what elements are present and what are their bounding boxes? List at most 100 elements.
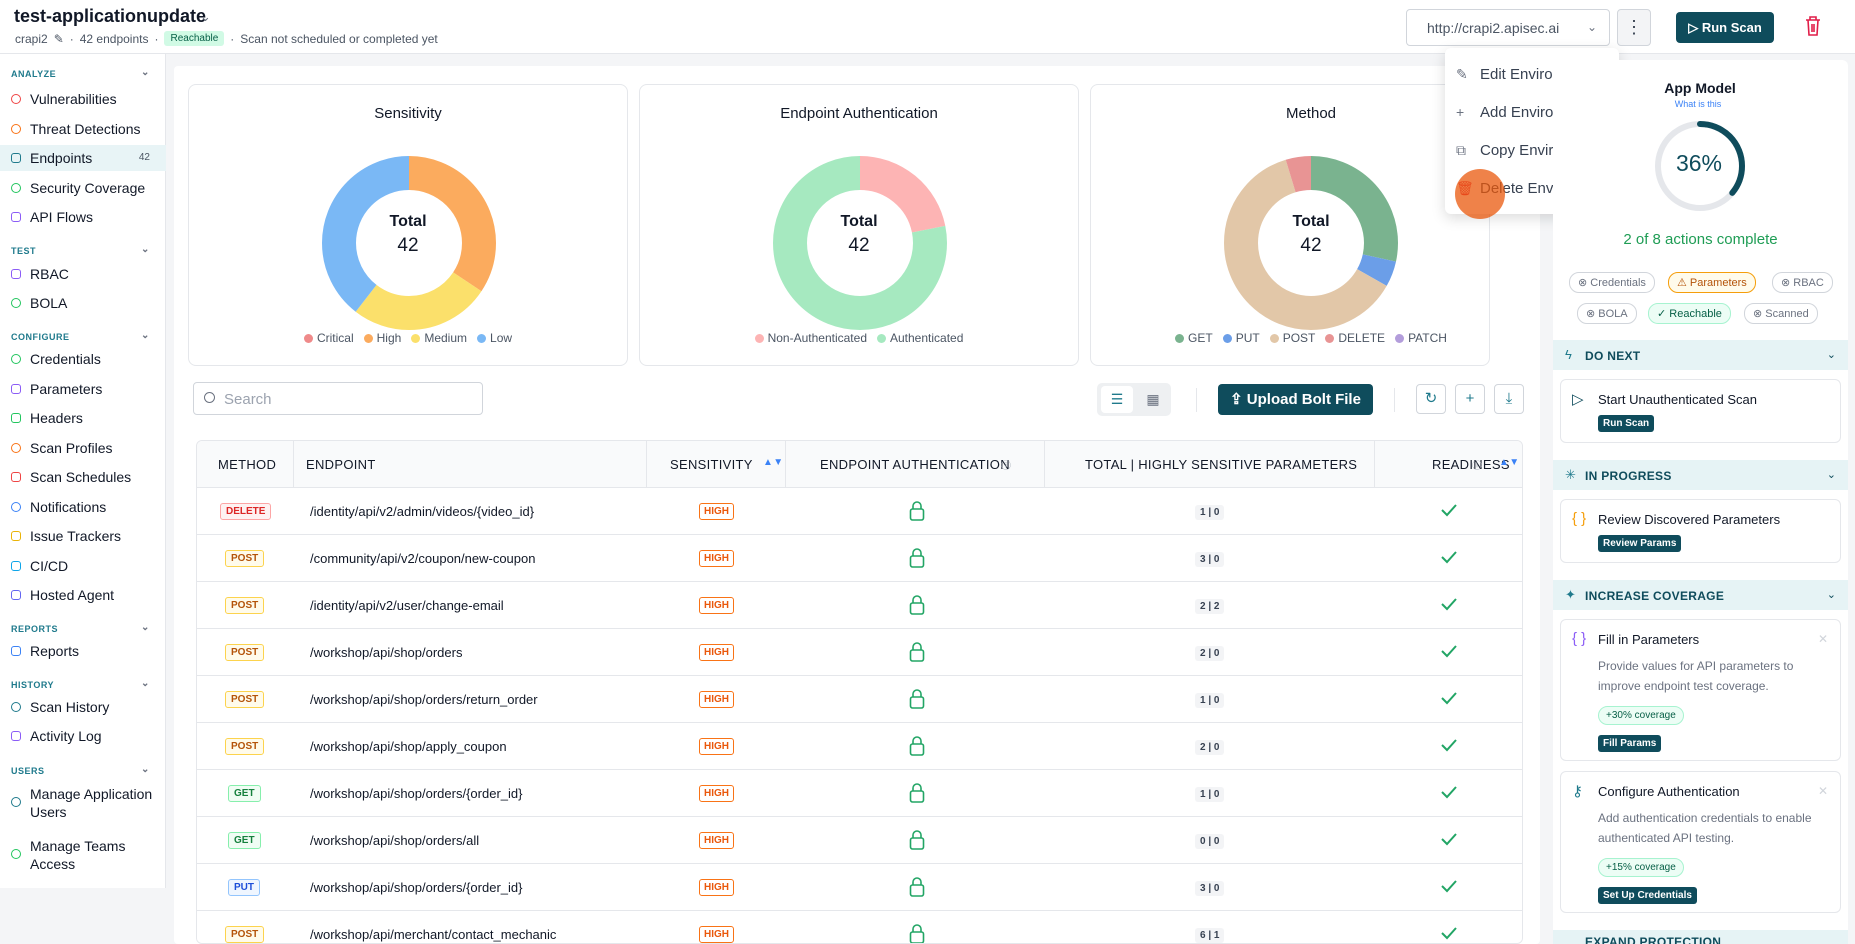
section-history[interactable]: HISTORY ⌄ xyxy=(11,678,149,690)
download-button[interactable]: ⤓ xyxy=(1494,384,1524,414)
grid-view-button[interactable]: ▦ xyxy=(1146,391,1160,407)
fill-params-button[interactable]: Fill Params xyxy=(1598,735,1662,752)
table-row[interactable]: POST/workshop/api/shop/orders/return_ord… xyxy=(197,676,1522,723)
column-header-readiness[interactable]: READINESS xyxy=(1432,457,1510,472)
sidebar-item-scan-history[interactable]: Scan History xyxy=(0,694,166,720)
endpoint-path[interactable]: /workshop/api/merchant/contact_mechanic xyxy=(310,927,557,942)
task-card-fill-parameters[interactable]: { } Fill in Parameters ✕ Provide values … xyxy=(1560,619,1841,761)
sidebar-item-hosted-agent[interactable]: Hosted Agent xyxy=(0,582,166,608)
column-header-parameters[interactable]: TOTAL | HIGHLY SENSITIVE PARAMETERS xyxy=(1085,457,1358,472)
table-row[interactable]: DELETE/identity/api/v2/admin/videos/{vid… xyxy=(197,488,1522,535)
legend-item[interactable]: Medium xyxy=(411,331,467,345)
section-analyze[interactable]: ANALYZE ⌄ xyxy=(11,67,149,79)
refresh-button[interactable]: ↻ xyxy=(1416,384,1446,414)
search-input[interactable]: Search xyxy=(193,382,483,415)
info-icon[interactable]: ⓘ xyxy=(1472,461,1483,472)
sidebar-item-credentials[interactable]: Credentials xyxy=(0,346,166,372)
chip-bola[interactable]: ⊗ BOLA xyxy=(1577,303,1637,324)
table-row[interactable]: GET/workshop/api/shop/orders/{order_id} H… xyxy=(197,770,1522,817)
sidebar-item-manage-application-users[interactable]: Manage Application Users xyxy=(0,782,166,822)
dismiss-icon[interactable]: ✕ xyxy=(1817,784,1828,798)
review-params-button[interactable]: Review Params xyxy=(1598,535,1682,552)
endpoint-path[interactable]: /community/api/v2/coupon/new-coupon xyxy=(310,551,536,566)
table-row[interactable]: PUT/workshop/api/shop/orders/{order_id} H… xyxy=(197,864,1522,911)
sidebar-item-parameters[interactable]: Parameters xyxy=(0,376,166,402)
table-row[interactable]: GET/workshop/api/shop/orders/all HIGH 0 | … xyxy=(197,817,1522,864)
column-header-sensitivity[interactable]: SENSITIVITY xyxy=(670,457,753,472)
sidebar-item-security-coverage[interactable]: Security Coverage xyxy=(0,175,166,201)
upload-bolt-file-button[interactable]: ⇪ Upload Bolt File xyxy=(1218,384,1373,415)
sidebar-item-activity-log[interactable]: Activity Log xyxy=(0,723,166,749)
endpoint-path[interactable]: /identity/api/v2/user/change-email xyxy=(310,598,504,613)
dismiss-icon[interactable]: ✕ xyxy=(1817,632,1828,646)
set-up-credentials-button[interactable]: Set Up Credentials xyxy=(1598,887,1697,904)
legend-item[interactable]: POST xyxy=(1269,331,1315,345)
sidebar-item-reports[interactable]: Reports xyxy=(0,638,166,664)
application-title[interactable]: test-applicationupdate xyxy=(14,6,207,26)
do-next-section-header[interactable]: ϟ DO NEXT ⌄ xyxy=(1553,340,1848,370)
legend-item[interactable]: Critical xyxy=(303,331,354,345)
sidebar-item-threat-detections[interactable]: Threat Detections xyxy=(0,116,166,142)
list-view-button[interactable]: ☰ xyxy=(1101,386,1133,413)
sort-icon[interactable]: ▲▼ xyxy=(763,457,784,468)
section-reports[interactable]: REPORTS ⌄ xyxy=(11,622,149,634)
in-progress-section-header[interactable]: ✳ IN PROGRESS ⌄ xyxy=(1553,460,1848,490)
task-card-configure-authentication[interactable]: ⚷ Configure Authentication ✕ Add authent… xyxy=(1560,771,1841,913)
table-row[interactable]: POST/workshop/api/shop/apply_coupon HIGH 2… xyxy=(197,723,1522,770)
column-header-endpoint[interactable]: ENDPOINT xyxy=(306,457,376,472)
sidebar-item-headers[interactable]: Headers xyxy=(0,405,166,431)
legend-item[interactable]: Low xyxy=(477,331,512,345)
endpoint-path[interactable]: /workshop/api/shop/orders/{order_id} xyxy=(310,786,523,801)
run-scan-task-button[interactable]: Run Scan xyxy=(1598,415,1655,432)
endpoint-path[interactable]: /workshop/api/shop/orders/{order_id} xyxy=(310,880,523,895)
chevron-down-icon[interactable]: ⌄ xyxy=(200,9,211,24)
what-is-this-link[interactable]: What is this xyxy=(1674,99,1722,109)
endpoint-path[interactable]: /workshop/api/shop/orders/return_order xyxy=(310,692,538,707)
add-endpoint-button[interactable]: + xyxy=(1455,384,1485,414)
endpoint-path[interactable]: /workshop/api/shop/orders/all xyxy=(310,833,480,848)
column-header-endpoint-authentication[interactable]: ENDPOINT AUTHENTICATION xyxy=(820,457,1010,472)
sidebar-item-issue-trackers[interactable]: Issue Trackers xyxy=(0,523,166,549)
sidebar-item-rbac[interactable]: RBAC xyxy=(0,261,166,287)
sidebar-item-vulnerabilities[interactable]: Vulnerabilities xyxy=(0,86,166,112)
sidebar-item-scan-schedules[interactable]: Scan Schedules xyxy=(0,464,166,490)
table-row[interactable]: POST/identity/api/v2/user/change-email HI… xyxy=(197,582,1522,629)
section-test[interactable]: TEST ⌄ xyxy=(11,244,149,256)
endpoint-path[interactable]: /workshop/api/shop/apply_coupon xyxy=(310,739,507,754)
run-scan-button[interactable]: ▷ Run Scan xyxy=(1676,12,1774,43)
task-card-review-params[interactable]: { } Review Discovered Parameters Review … xyxy=(1560,499,1841,563)
sidebar-item-endpoints[interactable]: Endpoints 42 xyxy=(0,145,166,171)
legend-item[interactable]: High xyxy=(363,331,401,345)
legend-item[interactable]: DELETE xyxy=(1325,331,1385,345)
legend-item[interactable]: PUT xyxy=(1222,331,1260,345)
chip-reachable[interactable]: ✓ Reachable xyxy=(1648,303,1731,324)
endpoint-path[interactable]: /workshop/api/shop/orders xyxy=(310,645,463,660)
task-card-start-scan[interactable]: ▷ Start Unauthenticated Scan Run Scan xyxy=(1560,379,1841,443)
sidebar-item-ci-cd[interactable]: CI/CD xyxy=(0,553,166,579)
edit-icon[interactable]: ✎ xyxy=(53,31,64,46)
table-row[interactable]: POST/workshop/api/shop/orders HIGH 2 | 0 xyxy=(197,629,1522,676)
delete-app-icon[interactable] xyxy=(1804,15,1822,37)
legend-item[interactable]: GET xyxy=(1175,331,1213,345)
section-configure[interactable]: CONFIGURE ⌄ xyxy=(11,330,149,342)
sidebar-item-api-flows[interactable]: API Flows xyxy=(0,204,166,230)
chip-rbac[interactable]: ⊗ RBAC xyxy=(1772,272,1833,293)
section-users[interactable]: USERS ⌄ xyxy=(11,764,149,776)
column-header-method[interactable]: METHOD xyxy=(218,457,277,472)
info-icon[interactable]: ⓘ xyxy=(1001,461,1012,472)
increase-coverage-section-header[interactable]: ✦ INCREASE COVERAGE ⌄ xyxy=(1553,580,1848,610)
chip-credentials[interactable]: ⊗ Credentials xyxy=(1569,272,1655,293)
table-row[interactable]: POST/community/api/v2/coupon/new-coupon H… xyxy=(197,535,1522,582)
sidebar-item-notifications[interactable]: Notifications xyxy=(0,494,166,520)
sidebar-item-bola[interactable]: BOLA xyxy=(0,290,166,316)
table-row[interactable]: POST/workshop/api/merchant/contact_mecha… xyxy=(197,911,1522,943)
endpoint-path[interactable]: /identity/api/v2/admin/videos/{video_id} xyxy=(310,504,535,519)
expand-protection-section-header[interactable]: EXPAND PROTECTION xyxy=(1553,930,1848,944)
sort-icon[interactable]: ▲▼ xyxy=(1499,457,1520,468)
sidebar-item-manage-teams-access[interactable]: Manage Teams Access xyxy=(0,834,166,874)
environment-select[interactable]: http://crapi2.apisec.ai ⌄ xyxy=(1406,9,1610,46)
legend-item[interactable]: Non-Authenticated xyxy=(754,331,867,345)
more-options-button[interactable]: ⋮ xyxy=(1617,9,1651,46)
sidebar-item-scan-profiles[interactable]: Scan Profiles xyxy=(0,435,166,461)
chip-parameters[interactable]: ⚠ Parameters xyxy=(1668,272,1756,293)
